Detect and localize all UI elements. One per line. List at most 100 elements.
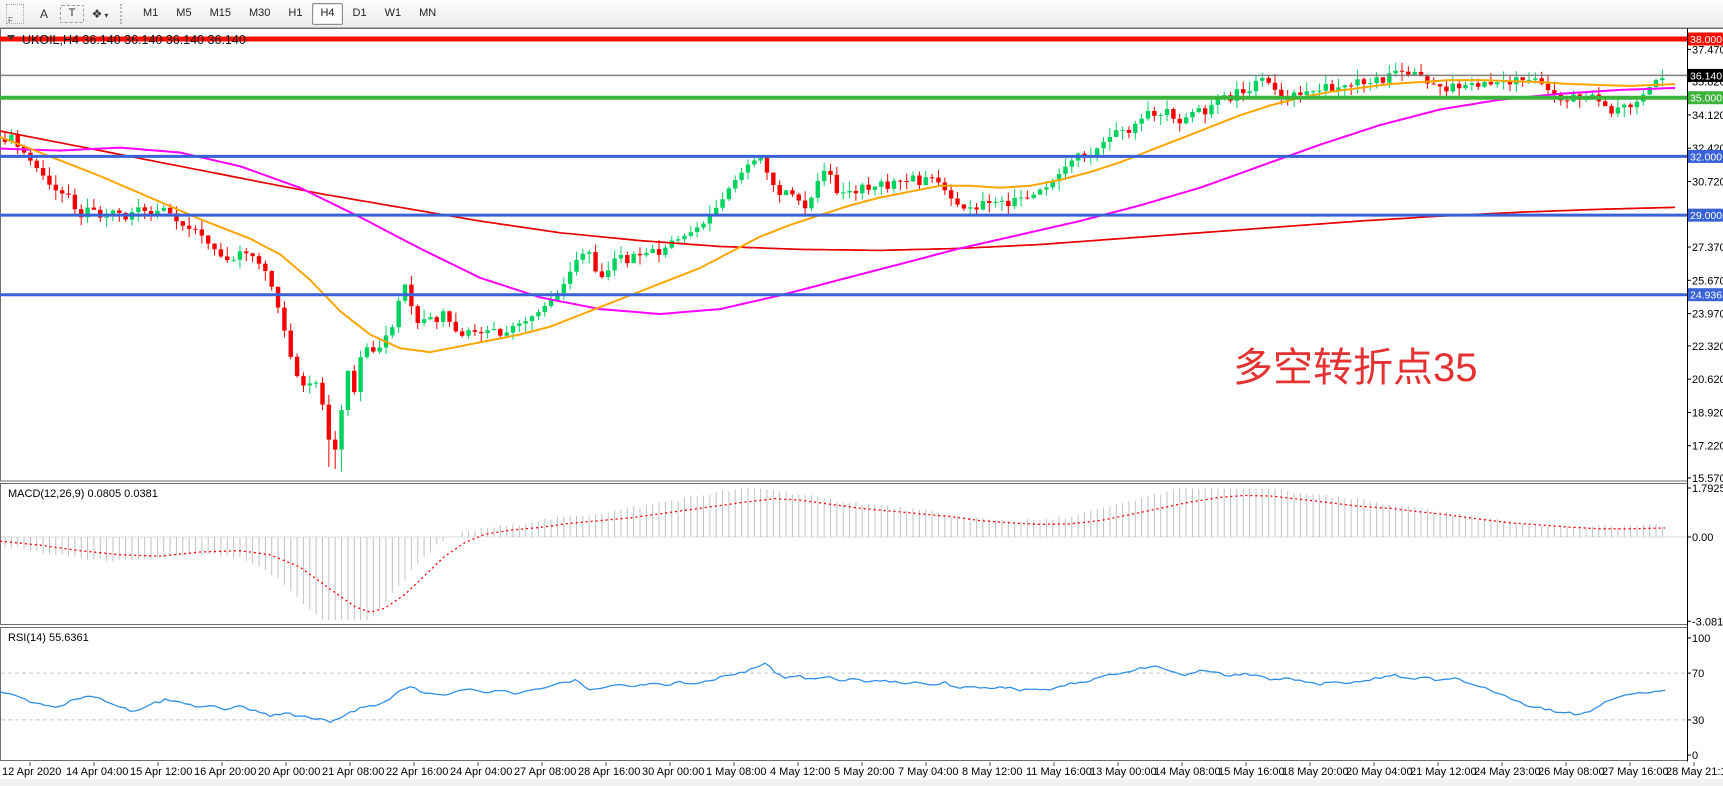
candle-body xyxy=(1183,117,1189,124)
candle-body xyxy=(440,311,446,322)
drawing-tools-group: A T ❖ ▾ xyxy=(30,3,114,25)
candle-body xyxy=(898,180,903,182)
candle-body xyxy=(1495,82,1500,85)
candle-body xyxy=(841,192,846,194)
timeframe-MN[interactable]: MN xyxy=(419,6,437,19)
candle-body xyxy=(948,190,954,199)
candle-body xyxy=(1463,84,1468,89)
candle-body xyxy=(2,138,8,142)
candle-body xyxy=(1133,123,1138,133)
candle-body xyxy=(434,317,439,322)
candle-body xyxy=(1012,197,1017,207)
price-badge-label: 38.000 xyxy=(1690,34,1722,46)
candle-body xyxy=(371,347,376,352)
candle-body xyxy=(1342,85,1348,88)
bottom-strip xyxy=(0,779,1723,786)
time-label: 28 Apr 16:00 xyxy=(578,766,640,778)
candle-body xyxy=(764,157,770,173)
candle-body xyxy=(656,248,662,255)
time-label: 20 May 04:00 xyxy=(1346,766,1413,778)
candle-body xyxy=(1253,80,1259,92)
timeframe-M5[interactable]: M5 xyxy=(176,6,192,19)
macd-layer xyxy=(0,488,1687,621)
candle-body xyxy=(136,207,141,213)
candle-body xyxy=(815,180,820,198)
candle-body xyxy=(180,221,185,226)
candle-body xyxy=(358,357,363,393)
font-tool[interactable]: A xyxy=(39,6,48,21)
text-label-tool[interactable]: T xyxy=(60,4,84,23)
candle-body xyxy=(1310,91,1316,93)
candle-body xyxy=(1241,89,1246,94)
grip-f-label: F xyxy=(8,15,13,25)
time-label: 21 Apr 08:00 xyxy=(322,766,384,778)
symbol-dropdown-icon[interactable] xyxy=(7,35,15,40)
candle-body xyxy=(688,232,693,236)
candle-body xyxy=(1260,77,1265,81)
macd-panel xyxy=(0,483,1723,625)
chart-annotation-text[interactable]: 多空转折点35 xyxy=(1233,346,1478,390)
candle-body xyxy=(847,190,852,193)
timeframe-M15[interactable]: M15 xyxy=(209,6,231,19)
candle-body xyxy=(1628,104,1633,108)
toolbar-grip-icon[interactable]: F xyxy=(6,3,24,25)
objects-arrange-tool[interactable]: ❖ ▾ xyxy=(91,6,109,21)
candle-body xyxy=(1456,83,1462,89)
candle-body xyxy=(1533,78,1538,80)
timeframe-D1[interactable]: D1 xyxy=(352,6,367,19)
candle-body xyxy=(263,263,268,271)
timeframe-H4[interactable]: H4 xyxy=(312,2,343,25)
time-label: 4 May 12:00 xyxy=(770,766,831,778)
candle-body xyxy=(326,404,332,440)
candle-body xyxy=(561,283,566,294)
candle-body xyxy=(917,175,922,186)
candle-body xyxy=(504,332,509,336)
axis-tick-label: 30 xyxy=(1692,715,1704,727)
candle-body xyxy=(1177,118,1182,124)
candle-body xyxy=(53,184,58,191)
axis-tick-label: 1.7925 xyxy=(1692,483,1723,495)
candle-body xyxy=(307,383,312,386)
candle-body xyxy=(1031,194,1036,198)
candle-body xyxy=(288,330,293,357)
candle-body xyxy=(720,199,725,208)
candle-body xyxy=(428,317,433,320)
axis-tick-label: 27.370 xyxy=(1692,242,1723,254)
timeframe-M30[interactable]: M30 xyxy=(248,6,271,19)
time-label: 28 May 21:15 xyxy=(1666,766,1723,778)
candle-body xyxy=(834,174,840,194)
candle-body xyxy=(231,259,236,261)
candle-body xyxy=(510,325,516,333)
price-badge-32.000 xyxy=(1688,149,1723,163)
candle-body xyxy=(853,190,859,194)
axis-tick-label: 37.470 xyxy=(1692,44,1723,56)
candle-body xyxy=(186,225,192,229)
candle-body xyxy=(923,177,928,186)
candle-body xyxy=(1095,148,1100,157)
candle-body xyxy=(1488,81,1494,85)
candle-body xyxy=(352,370,357,393)
candle-body xyxy=(313,382,319,384)
candle-body xyxy=(161,207,166,211)
timeframe-W1[interactable]: W1 xyxy=(384,6,402,19)
candle-body xyxy=(1158,115,1163,117)
price-badge-label: 36.140 xyxy=(1690,70,1722,82)
candle-body xyxy=(548,300,554,306)
timeframe-H1[interactable]: H1 xyxy=(288,6,303,19)
candle-body xyxy=(809,197,814,209)
candle-body xyxy=(364,347,370,358)
candle-body xyxy=(1603,101,1608,107)
time-label: 5 May 20:00 xyxy=(834,766,895,778)
candle-body xyxy=(174,213,179,222)
axis-tick-label: 100 xyxy=(1692,633,1710,645)
candle-body xyxy=(529,316,535,322)
ma-fast-orange xyxy=(0,79,1676,354)
toolbar-separator xyxy=(120,3,126,24)
candle-body xyxy=(212,243,217,250)
candle-body xyxy=(1101,141,1106,149)
chart-title: UKOIL,H4 36.140 36.140 36.140 36.140 xyxy=(22,33,246,47)
timeframe-M1[interactable]: M1 xyxy=(143,6,159,19)
candle-body xyxy=(155,210,160,215)
axis-tick-label: 30.720 xyxy=(1692,176,1723,188)
